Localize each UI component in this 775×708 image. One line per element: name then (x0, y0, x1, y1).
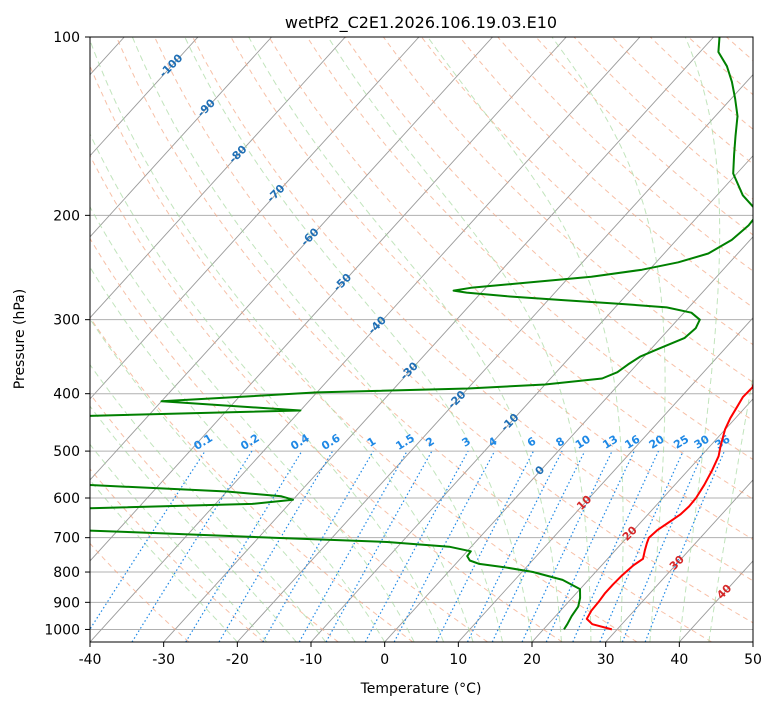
mixing-ratio-line (599, 450, 684, 642)
isotherm-line (90, 37, 641, 642)
moist-adiabat-line (131, 37, 503, 642)
mixing-ratio-line (325, 450, 433, 642)
x-tick-label: 20 (523, 652, 541, 668)
mixing-ratio-line (621, 450, 705, 642)
y-tick-label: 1000 (44, 622, 80, 638)
x-tick-label: 40 (670, 652, 688, 668)
isotherm-line (531, 398, 753, 642)
y-tick-label: 600 (53, 491, 80, 507)
moist-adiabat-line (248, 37, 562, 642)
mixing-ratio-line (90, 450, 206, 631)
y-tick-label: 400 (53, 387, 80, 403)
dry-adiabat-line (459, 37, 753, 309)
y-axis-label: Pressure (hPa) (12, 289, 28, 389)
x-tick-label: 30 (597, 652, 615, 668)
moist-adiabat-line (327, 37, 592, 642)
isotherm-line (90, 37, 493, 481)
x-tick-label: -30 (152, 652, 175, 668)
moist-adiabat-line (678, 37, 721, 642)
axes: -40 -30 -20 -10 0 10 20 30 40 50 100 200 300 400 500 60… (44, 30, 762, 668)
moist-adiabat-line (184, 37, 533, 642)
moist-adiabat-line (90, 205, 415, 642)
chart-title: wetPf2_C2E1.2026.106.19.03.E10 (285, 13, 557, 33)
y-tick-label: 200 (53, 208, 80, 224)
moist-adiabat-line (90, 132, 445, 642)
dry-adiabat-line (90, 154, 563, 642)
y-tick-label: 500 (53, 444, 80, 460)
moist-adiabat-line (90, 405, 297, 642)
isotherm-line (237, 74, 753, 642)
x-tick-label: 50 (744, 652, 762, 668)
dry-adiabat-line (344, 37, 753, 422)
isotherm-line (90, 37, 567, 562)
x-tick-label: -10 (300, 652, 323, 668)
isotherm-line (458, 317, 753, 642)
moist-adiabat-line (427, 37, 624, 642)
dewpoint-line (90, 37, 753, 630)
moist-adiabat-line (90, 318, 356, 642)
moist-adiabat-line (90, 479, 238, 642)
moist-adiabat-line (90, 266, 386, 642)
moist-adiabat-line (90, 38, 474, 642)
mixing-ratio-line (185, 450, 303, 642)
isotherm-line (90, 37, 199, 157)
y-tick-label: 900 (53, 595, 80, 611)
dry-adiabat-line (154, 37, 753, 624)
x-axis-label: Temperature (°C) (360, 681, 482, 697)
mixing-ratio-line (298, 450, 408, 642)
y-tick-label: 100 (53, 30, 80, 46)
isotherm-line (384, 236, 753, 642)
dry-adiabat-line (421, 37, 753, 346)
y-tick-label: 300 (53, 313, 80, 329)
x-tick-label: -40 (79, 652, 102, 668)
mixing-ratio-line (572, 450, 660, 642)
mixing-ratio-line (466, 450, 563, 642)
y-tick-label: 700 (53, 531, 80, 547)
isotherm-line (90, 37, 346, 319)
x-tick-label: 10 (449, 652, 467, 668)
plot-frame (89, 36, 754, 643)
dry-adiabat-line (90, 468, 264, 642)
dry-adiabat-line (192, 37, 753, 582)
mixing-ratio-line (644, 450, 725, 642)
dry-adiabat-line (230, 37, 753, 541)
mixing-ratio-line (364, 450, 469, 642)
background-lines (90, 37, 753, 642)
moist-adiabat-line (708, 373, 753, 642)
dry-adiabat-line (268, 37, 753, 500)
mixing-ratio-line (435, 450, 535, 642)
profile-series (90, 37, 753, 631)
dry-adiabat-line (306, 37, 753, 461)
moist-adiabat-line (90, 363, 327, 642)
x-tick-label: 0 (380, 652, 389, 668)
y-tick-label: 800 (53, 565, 80, 581)
isotherm-line (163, 37, 714, 642)
moist-adiabat-line (551, 37, 666, 642)
x-tick-label: -20 (226, 652, 249, 668)
temperature-line (585, 381, 753, 631)
isotherm-line (90, 37, 272, 238)
isotherm-line (90, 37, 420, 400)
mixing-ratio-line (131, 450, 253, 642)
isotherm-line (605, 479, 753, 642)
